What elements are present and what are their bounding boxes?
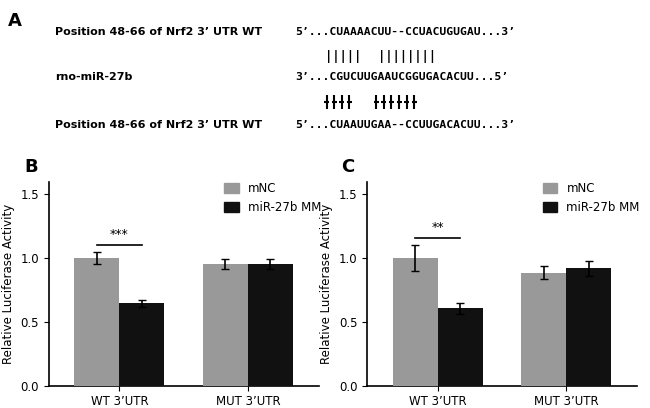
Text: ***: *** — [110, 228, 129, 242]
Text: 3’...CGUCUUGAAUCGGUGACACUU...5’: 3’...CGUCUUGAAUCGGUGACACUU...5’ — [295, 72, 508, 82]
Bar — [203, 264, 248, 386]
Text: Position 48-66 of Nrf2 3’ UTR WT: Position 48-66 of Nrf2 3’ UTR WT — [55, 27, 262, 37]
Text: Position 48-66 of Nrf2 3’ UTR WT: Position 48-66 of Nrf2 3’ UTR WT — [55, 120, 262, 130]
Bar — [438, 308, 483, 386]
Text: C: C — [341, 158, 354, 176]
Text: 5’...CUAAUUGAA--CCUUGACACUU...3’: 5’...CUAAUUGAA--CCUUGACACUU...3’ — [295, 120, 515, 130]
Text: ||||||||: |||||||| — [378, 50, 436, 63]
Bar — [248, 264, 292, 386]
Bar — [566, 268, 611, 386]
Bar — [120, 303, 164, 386]
Text: 5’...CUAAAACUU--CCUACUGUGAU...3’: 5’...CUAAAACUU--CCUACUGUGAU...3’ — [295, 27, 515, 37]
Y-axis label: Relative Luciferase Activity: Relative Luciferase Activity — [2, 204, 15, 364]
Text: |||||: ||||| — [325, 50, 361, 63]
Bar — [393, 258, 438, 386]
Legend: mNC, miR-27b MM: mNC, miR-27b MM — [220, 177, 326, 219]
Text: A: A — [8, 12, 22, 30]
Bar — [75, 258, 120, 386]
Bar — [521, 273, 566, 386]
Y-axis label: Relative Luciferase Activity: Relative Luciferase Activity — [320, 204, 333, 364]
Text: B: B — [25, 158, 38, 176]
Legend: mNC, miR-27b MM: mNC, miR-27b MM — [538, 177, 645, 219]
Text: rno-miR-27b: rno-miR-27b — [55, 72, 133, 82]
Text: **: ** — [432, 221, 444, 234]
